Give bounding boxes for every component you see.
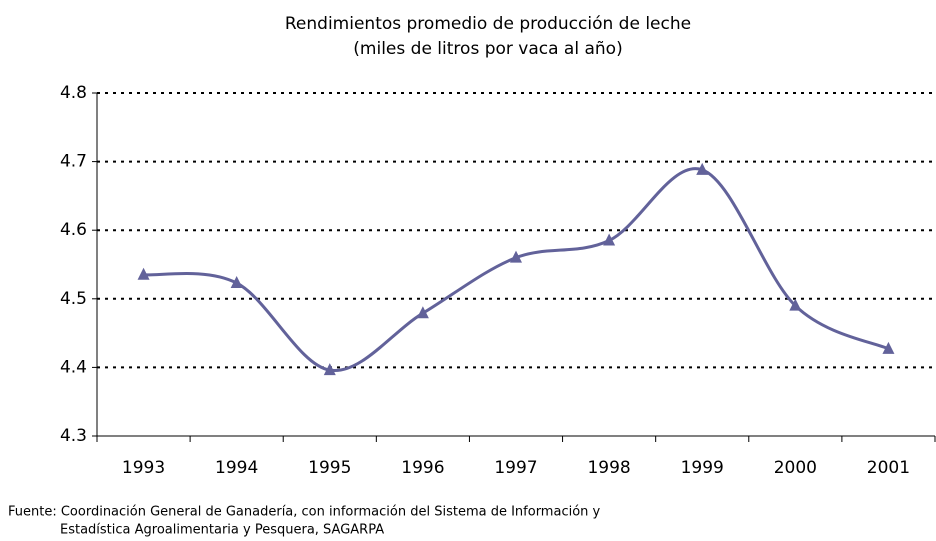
- x-tick-label: 1997: [494, 458, 537, 478]
- x-tick-label: 2000: [774, 458, 817, 478]
- source-note: Estadística Agroalimentaria y Pesquera, …: [60, 523, 384, 538]
- x-tick-label: 1996: [401, 458, 444, 478]
- y-tick-label: 4.6: [60, 220, 87, 240]
- marker: [789, 298, 802, 311]
- marker: [510, 250, 522, 263]
- marker: [696, 162, 709, 175]
- y-tick-label: 4.5: [60, 289, 87, 309]
- x-tick-label: 1993: [122, 458, 165, 478]
- x-tick-label: 1995: [308, 458, 351, 478]
- chart-subtitle: (miles de litros por vaca al año): [353, 39, 622, 59]
- marker: [603, 233, 616, 246]
- y-tick-label: 4.4: [60, 357, 87, 377]
- y-tick-label: 4.8: [60, 83, 87, 103]
- marker: [323, 363, 336, 376]
- marker: [230, 276, 243, 289]
- x-tick-label: 2001: [867, 458, 910, 478]
- x-tick-label: 1999: [681, 458, 724, 478]
- y-tick-label: 4.3: [60, 426, 87, 446]
- y-tick-label: 4.7: [60, 152, 87, 172]
- marker: [137, 267, 150, 280]
- source-note: Fuente: Coordinación General de Ganaderí…: [8, 505, 601, 520]
- line: [143, 167, 890, 372]
- marker: [416, 306, 429, 319]
- marker: [882, 341, 895, 354]
- chart-title: Rendimientos promedio de producción de l…: [285, 14, 691, 34]
- x-tick-label: 1998: [587, 458, 630, 478]
- x-tick-label: 1994: [215, 458, 258, 478]
